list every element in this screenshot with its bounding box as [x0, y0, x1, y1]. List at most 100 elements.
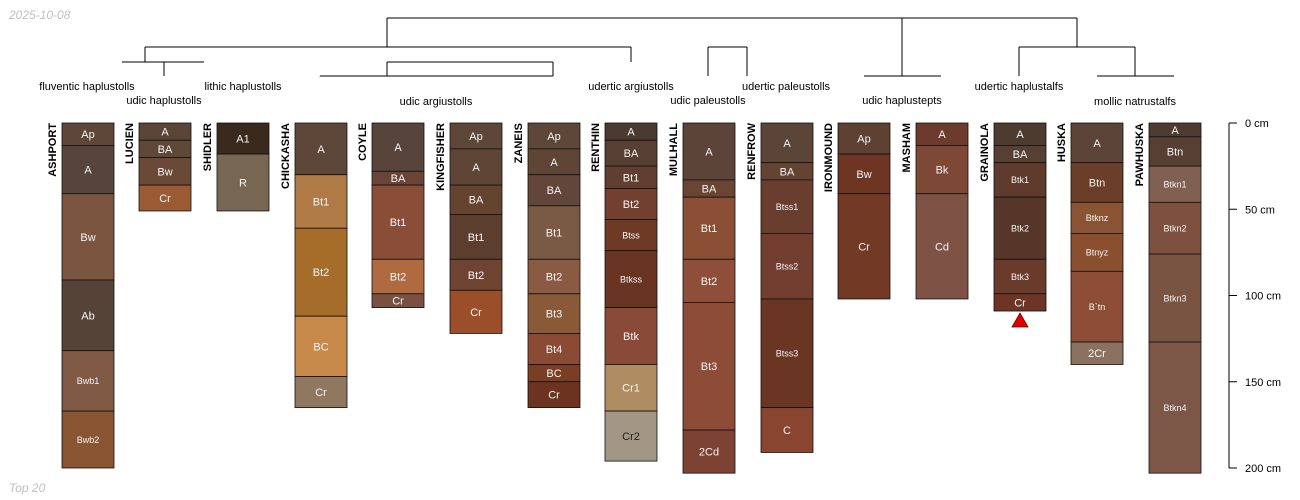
horizon-label: Btknz — [1086, 213, 1109, 223]
horizon-kingfisher-5 — [449, 289, 503, 334]
profile-name: PAWHUSKA — [1134, 123, 1146, 186]
horizon-grainola-5 — [993, 293, 1047, 312]
horizon-huska-1 — [1070, 162, 1124, 203]
horizon-chickasha-1 — [294, 174, 348, 229]
horizon-label: Btk3 — [1011, 272, 1029, 282]
horizon-chickasha-3 — [294, 315, 348, 377]
horizon-label: BA — [702, 184, 717, 196]
horizon-label: Ap — [547, 131, 560, 143]
horizon-coyle-4 — [371, 293, 425, 308]
horizon-label: Bt3 — [546, 309, 563, 321]
horizon-huska-3 — [1070, 232, 1124, 272]
taxa-label-udertic-paleustolls: udertic paleustolls — [742, 81, 831, 93]
profile-zaneis: Ap A BA Bt1 Bt2 Bt3 Bt4 BC Cr ZANEIS — [513, 122, 581, 409]
horizon-kingfisher-4 — [449, 258, 503, 291]
horizon-lucien-3 — [138, 184, 192, 212]
horizon-label: Btkn3 — [1163, 293, 1186, 303]
horizon-label: A — [84, 165, 92, 177]
taxa-label-udic-paleustolls: udic paleustolls — [670, 95, 746, 107]
horizon-label: Bt1 — [623, 172, 640, 184]
horizon-renthin-3 — [604, 188, 658, 221]
horizon-label: A — [394, 142, 402, 154]
horizon-label: Cr — [470, 307, 482, 319]
horizon-pawhuska-4 — [1148, 253, 1202, 343]
horizon-label: Bwb2 — [77, 435, 100, 445]
depth-axis: 0 cm 50 cm 100 cm 150 cm 200 cm — [1228, 118, 1281, 475]
horizon-label: Bt1 — [546, 227, 563, 239]
horizon-label: Btss3 — [776, 349, 799, 359]
taxa-label-udic-haplustolls: udic haplustolls — [126, 95, 202, 107]
depth-tick-label: 150 cm — [1245, 377, 1281, 389]
horizon-zaneis-2 — [527, 174, 581, 207]
profile-name: ZANEIS — [513, 123, 525, 163]
horizon-zaneis-5 — [527, 293, 581, 334]
horizon-label: R — [239, 177, 247, 189]
horizon-label: A — [1171, 125, 1179, 137]
horizon-huska-4 — [1070, 270, 1124, 343]
horizon-label: A1 — [236, 133, 249, 145]
horizon-label: Btss2 — [776, 261, 799, 271]
horizon-renthin-8 — [604, 410, 658, 462]
horizon-label: Bt2 — [390, 271, 407, 283]
horizon-label: Bk — [936, 165, 949, 177]
horizon-pawhuska-3 — [1148, 201, 1202, 255]
horizon-grainola-2 — [993, 162, 1047, 198]
horizon-label: BC — [313, 341, 328, 353]
profile-name: KINGFISHER — [435, 123, 447, 191]
horizon-zaneis-4 — [527, 258, 581, 295]
horizon-chickasha-2 — [294, 227, 348, 317]
profile-renfrow: A BA Btss1 Btss2 Btss3 C RENFROW — [746, 122, 814, 453]
horizon-renthin-5 — [604, 250, 658, 308]
horizon-renthin-7 — [604, 364, 658, 412]
horizon-label: Btkn1 — [1163, 179, 1186, 189]
horizon-label: A — [472, 162, 480, 174]
horizon-kingfisher-2 — [449, 184, 503, 215]
horizon-label: Bt1 — [468, 232, 485, 244]
horizon-masham-1 — [915, 145, 969, 195]
horizon-label: BA — [780, 166, 795, 178]
horizon-label: Ap — [857, 133, 870, 145]
profile-masham: A Bk Cd MASHAM — [901, 122, 969, 300]
horizon-zaneis-6 — [527, 333, 581, 365]
taxa-labels: fluventic haplustolls udic haplustollslit… — [39, 81, 1176, 108]
horizon-label: Bt1 — [313, 196, 330, 208]
horizon-label: Cd — [935, 241, 949, 253]
profile-renthin: A BA Bt1 Bt2 Btss Btkss Btk Cr1 Cr2 RENTHIN — [590, 122, 658, 462]
horizon-label: Cr — [1014, 297, 1026, 309]
horizon-label: Ap — [469, 131, 482, 143]
profile-name: GRAINOLA — [979, 123, 991, 182]
horizon-label: Btss — [622, 230, 640, 240]
horizon-mulhall-0 — [682, 122, 736, 181]
horizon-renfrow-3 — [760, 232, 814, 300]
horizon-label: Btn — [1089, 177, 1106, 189]
horizon-label: Btnyz — [1086, 248, 1109, 258]
horizon-label: Bt2 — [313, 267, 330, 279]
horizon-label: Bwb1 — [77, 376, 100, 386]
depth-tick-label: 100 cm — [1245, 291, 1281, 303]
horizon-mulhall-3 — [682, 258, 736, 303]
horizon-label: BA — [158, 144, 173, 156]
horizon-label: Btk — [623, 331, 639, 343]
horizon-label: Btkss — [620, 274, 643, 284]
horizon-renfrow-5 — [760, 407, 814, 453]
depth-tick-label: 200 cm — [1245, 463, 1281, 475]
horizon-label: Cr — [548, 390, 560, 402]
horizon-label: Cr — [858, 241, 870, 253]
horizon-shidler-0 — [216, 122, 270, 155]
horizon-renfrow-0 — [760, 122, 814, 164]
horizon-coyle-0 — [371, 122, 425, 172]
date-stamp: 2025-10-08 — [9, 8, 71, 22]
horizon-label: Bw — [80, 232, 95, 244]
horizon-zaneis-8 — [527, 381, 581, 409]
profile-mulhall: A BA Bt1 Bt2 Bt3 2Cd MULHALL — [668, 122, 736, 474]
horizon-label: Bt3 — [701, 361, 718, 373]
horizon-mulhall-4 — [682, 301, 736, 431]
horizon-label: A — [783, 138, 791, 150]
profile-coyle: A BA Bt1 Bt2 Cr COYLE — [357, 122, 425, 308]
horizon-chickasha-0 — [294, 122, 348, 176]
taxa-label-udertic-argiustolls: udertic argiustolls — [588, 81, 674, 93]
horizon-renthin-6 — [604, 307, 658, 365]
horizon-ashport-3 — [61, 279, 115, 352]
profile-lucien: A BA Bw Cr LUCIEN — [124, 122, 192, 212]
